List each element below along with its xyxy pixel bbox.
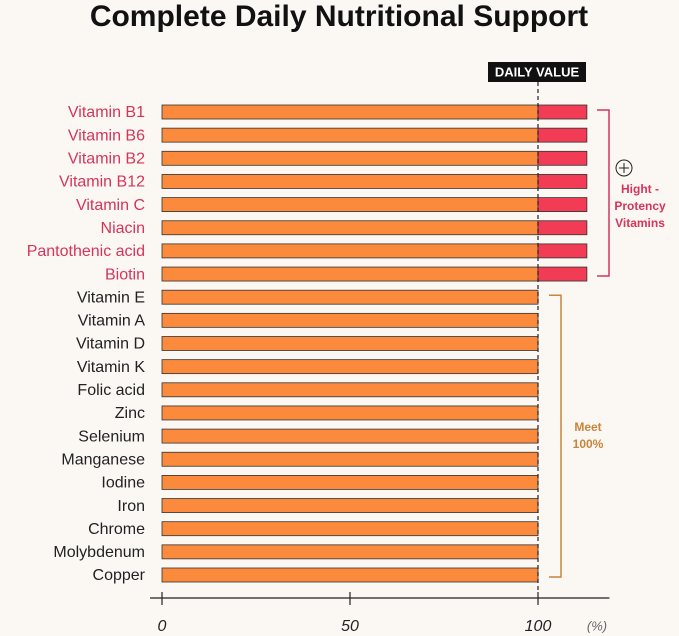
bar	[161, 220, 539, 236]
bar	[161, 451, 539, 467]
bar	[161, 289, 539, 305]
bar	[161, 359, 539, 375]
group-bracket	[549, 294, 562, 578]
bar	[161, 382, 539, 398]
category-label: Vitamin A	[78, 313, 146, 330]
category-label: Pantothenic acid	[27, 243, 145, 260]
bar	[161, 243, 539, 259]
bar	[161, 174, 539, 189]
group-bracket	[597, 109, 610, 277]
category-label: Vitamin B2	[68, 151, 145, 168]
bar-over	[537, 266, 588, 282]
x-unit: (%)	[587, 618, 607, 633]
bar-over	[537, 220, 588, 236]
bar	[161, 336, 539, 351]
category-label: Zinc	[115, 405, 145, 422]
bar	[161, 498, 539, 513]
bar	[161, 197, 539, 213]
category-label: Manganese	[61, 451, 145, 468]
plus-icon-cross	[619, 163, 629, 173]
category-label: Vitamin B1	[68, 104, 145, 121]
x-tick-label: 0	[158, 618, 167, 635]
category-label: Vitamin E	[77, 289, 145, 306]
reference-label-box	[488, 62, 586, 82]
category-label: Vitamin K	[77, 359, 146, 376]
group-label: Meet	[574, 420, 601, 434]
category-label: Selenium	[78, 428, 145, 445]
bar	[161, 104, 539, 120]
bar	[161, 544, 539, 560]
x-tick-label: 100	[525, 618, 552, 635]
plus-icon	[615, 159, 633, 177]
category-label: Biotin	[105, 266, 145, 283]
category-label: Iron	[117, 498, 145, 515]
bar-over	[537, 150, 588, 166]
group-label: 100%	[573, 437, 604, 451]
category-label: Iodine	[101, 475, 145, 492]
group-label: Protency	[614, 199, 666, 213]
bar	[161, 405, 539, 421]
bar	[161, 567, 539, 583]
bar	[161, 312, 539, 328]
reference-label: DAILY VALUE	[495, 64, 580, 79]
category-label: Vitamin D	[76, 336, 145, 353]
bar	[161, 428, 539, 444]
bar-over	[537, 174, 588, 189]
bar	[161, 521, 539, 537]
category-label: Vitamin B12	[59, 174, 145, 191]
category-label: Vitamin B6	[68, 127, 145, 144]
bar	[161, 150, 539, 166]
bar-over	[537, 243, 588, 259]
bar	[161, 474, 539, 490]
bar-over	[537, 197, 588, 213]
group-label: Hight -	[621, 182, 659, 196]
category-label: Niacin	[101, 220, 145, 237]
bar-over	[537, 104, 588, 120]
x-tick-label: 50	[341, 618, 359, 635]
bar	[161, 127, 539, 143]
category-label: Copper	[93, 567, 146, 584]
chart-title: Complete Daily Nutritional Support	[90, 0, 588, 33]
bar	[161, 266, 539, 282]
category-label: Vitamin C	[76, 197, 145, 214]
group-label: Vitamins	[615, 216, 665, 230]
category-label: Folic acid	[77, 382, 145, 399]
category-label: Chrome	[88, 521, 145, 538]
category-label: Molybdenum	[53, 544, 145, 561]
bar-over	[537, 127, 588, 143]
